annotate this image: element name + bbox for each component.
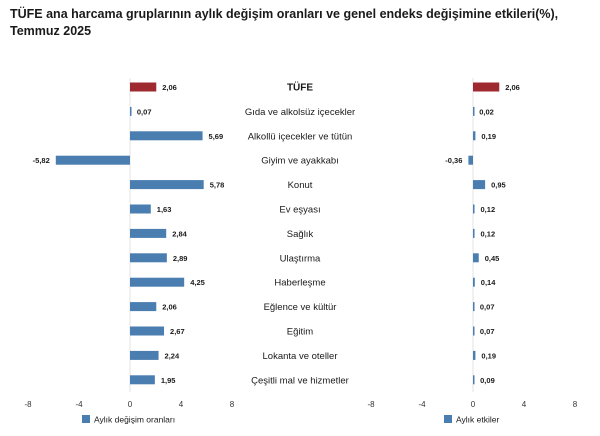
bar	[130, 277, 185, 287]
data-label: 0,45	[485, 254, 500, 263]
bar	[130, 326, 165, 336]
category-label: Eğlence ve kültür	[264, 302, 337, 313]
x-tick-label: -8	[24, 400, 32, 409]
data-label: 0,07	[137, 107, 152, 116]
data-label: 0,14	[481, 278, 496, 287]
legend-label: Aylık değişim oranları	[94, 415, 175, 425]
bar	[130, 106, 132, 116]
bar	[473, 253, 479, 263]
x-tick-label: 0	[128, 400, 133, 409]
data-label: 2,06	[505, 83, 520, 92]
bar	[473, 375, 475, 385]
category-label: Giyim ve ayakkabı	[261, 156, 339, 167]
data-label: 0,07	[480, 327, 495, 336]
x-tick-label: 4	[179, 400, 184, 409]
chart-title: TÜFE ana harcama gruplarının aylık değiş…	[10, 7, 559, 38]
category-label: Sağlık	[287, 229, 314, 240]
legend-swatch	[82, 415, 90, 423]
data-label: 2,24	[165, 351, 180, 360]
bar	[473, 228, 475, 238]
data-label: 1,63	[157, 205, 172, 214]
bar	[468, 155, 473, 165]
bar	[130, 253, 167, 263]
category-label: Alkollü içecekler ve tütün	[248, 131, 353, 142]
data-label: 0,02	[479, 107, 494, 116]
data-label: 1,95	[161, 376, 176, 385]
bar	[130, 204, 151, 214]
category-label: Haberleşme	[274, 278, 325, 289]
data-label: 2,67	[170, 327, 185, 336]
data-label: 5,69	[209, 132, 224, 141]
bar	[473, 204, 475, 214]
legend-label: Aylık etkiler	[456, 415, 499, 425]
data-label: 0,19	[481, 132, 496, 141]
data-label: 0,09	[480, 376, 495, 385]
x-tick-label: 8	[573, 400, 578, 409]
bar	[130, 131, 203, 141]
legend-swatch	[444, 415, 452, 423]
bar	[473, 350, 476, 360]
category-label: Çeşitli mal ve hizmetler	[251, 375, 349, 386]
bar	[473, 326, 475, 336]
data-label: 2,89	[173, 254, 188, 263]
category-label: Gıda ve alkolsüz içecekler	[245, 107, 355, 118]
bar	[473, 277, 475, 287]
data-label: 2,84	[172, 229, 187, 238]
bar	[130, 302, 157, 312]
bar	[473, 106, 475, 116]
category-label: TÜFE	[287, 81, 313, 94]
bar	[130, 375, 155, 385]
data-label: 5,78	[210, 181, 225, 190]
x-tick-label: 8	[230, 400, 235, 409]
data-label: 0,07	[480, 303, 495, 312]
bar	[55, 155, 130, 165]
bar	[130, 82, 157, 92]
category-label: Konut	[288, 180, 313, 191]
data-label: -0,36	[445, 156, 462, 165]
data-label: 0,95	[491, 181, 506, 190]
x-tick-label: -4	[418, 400, 426, 409]
x-tick-label: -8	[367, 400, 375, 409]
bar	[473, 131, 476, 141]
data-label: -5,82	[33, 156, 50, 165]
data-label: 0,12	[481, 205, 496, 214]
data-label: 4,25	[190, 278, 205, 287]
x-tick-label: -4	[75, 400, 83, 409]
data-label: 0,19	[481, 351, 496, 360]
bar	[473, 82, 500, 92]
category-label: Lokanta ve oteller	[263, 351, 338, 362]
bar	[473, 180, 486, 190]
bar	[473, 302, 475, 312]
x-tick-label: 0	[471, 400, 476, 409]
category-label: Ev eşyası	[279, 205, 320, 216]
data-label: 2,06	[162, 303, 177, 312]
bar	[130, 350, 159, 360]
category-label: Eğitim	[287, 327, 313, 338]
data-label: 0,12	[481, 229, 496, 238]
data-label: 2,06	[162, 83, 177, 92]
bar	[130, 228, 167, 238]
bar	[130, 180, 204, 190]
x-tick-label: 4	[522, 400, 527, 409]
category-label: Ulaştırma	[280, 253, 321, 264]
